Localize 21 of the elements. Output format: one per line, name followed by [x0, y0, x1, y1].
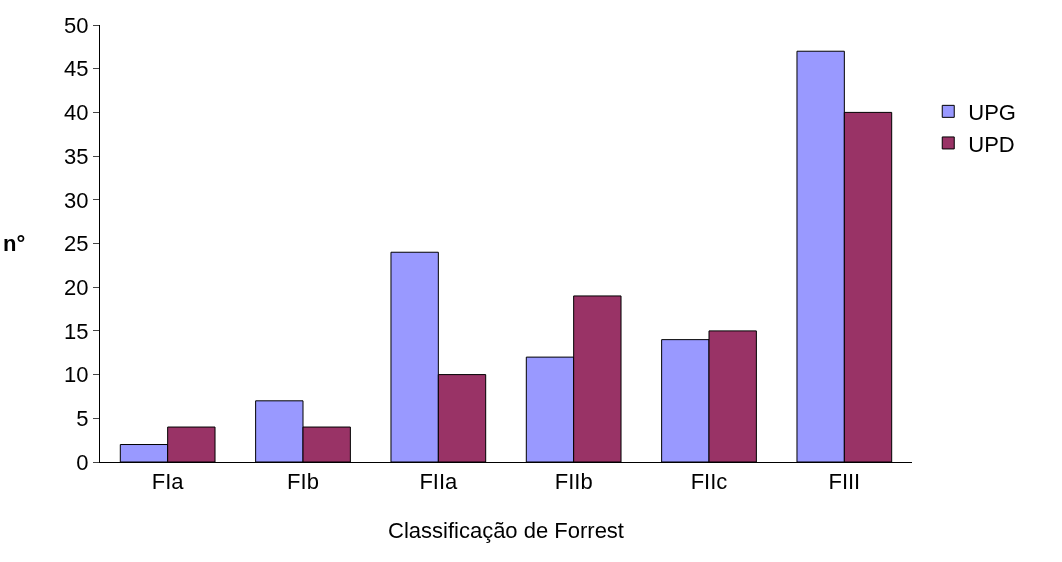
y-tick-label: 40 — [64, 100, 89, 126]
x-tick-label: FIIb — [554, 469, 593, 495]
x-axis-title: Classificação de Forrest — [388, 518, 624, 543]
y-tick-label: 50 — [64, 12, 89, 38]
y-tick-label: 25 — [64, 231, 89, 257]
y-tick-label: 35 — [64, 143, 89, 169]
y-tick-label: 45 — [64, 56, 89, 82]
y-tick-label: 20 — [64, 274, 89, 300]
y-axis-title: n° — [3, 231, 26, 256]
y-tick-label: 10 — [64, 362, 89, 388]
y-tick-label: 5 — [76, 406, 89, 431]
x-tick-label: FIII — [828, 469, 861, 495]
x-tick-label: FIb — [287, 469, 319, 495]
x-tick-label: FIIa — [419, 469, 459, 495]
x-tick-label: FIa — [151, 469, 185, 495]
x-tick-label: FIIc — [690, 469, 728, 495]
y-tick-label: 0 — [76, 449, 89, 475]
y-tick-label: 30 — [64, 187, 89, 213]
legend-label: UPD — [968, 131, 1015, 157]
legend-label: UPG — [968, 99, 1016, 125]
y-tick-label: 15 — [64, 318, 89, 344]
